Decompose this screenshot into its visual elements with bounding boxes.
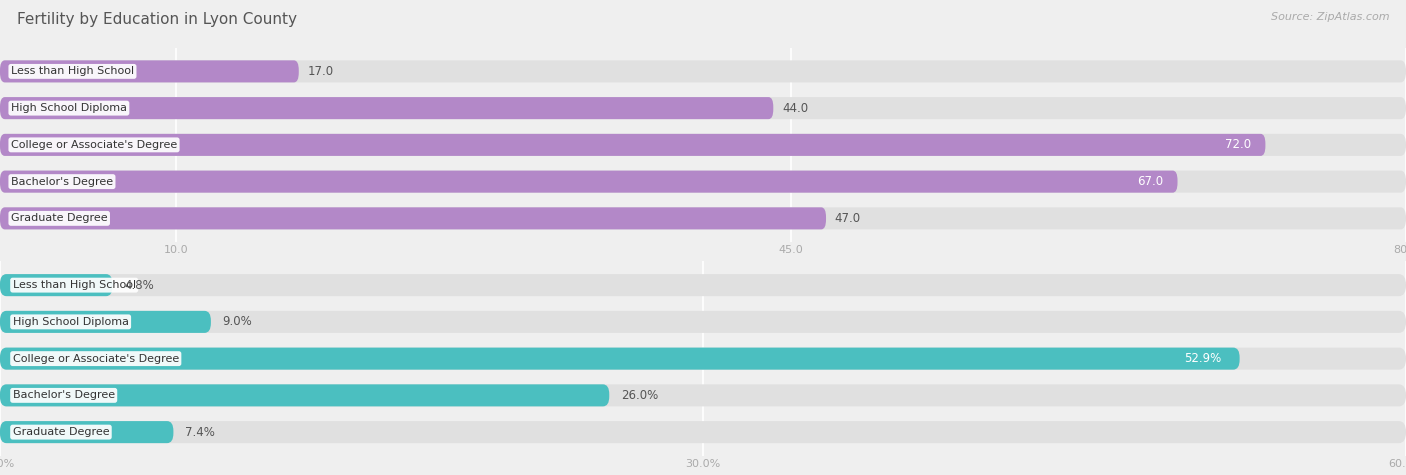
Text: 44.0: 44.0 (782, 102, 808, 114)
FancyBboxPatch shape (0, 134, 1406, 156)
FancyBboxPatch shape (0, 421, 1406, 443)
Text: High School Diploma: High School Diploma (13, 317, 129, 327)
FancyBboxPatch shape (0, 171, 1406, 193)
FancyBboxPatch shape (0, 348, 1240, 370)
Text: Bachelor's Degree: Bachelor's Degree (13, 390, 115, 400)
Text: 17.0: 17.0 (308, 65, 333, 78)
FancyBboxPatch shape (0, 134, 1265, 156)
FancyBboxPatch shape (0, 208, 827, 229)
FancyBboxPatch shape (0, 384, 1406, 407)
FancyBboxPatch shape (0, 348, 1406, 370)
Text: 9.0%: 9.0% (222, 315, 252, 328)
FancyBboxPatch shape (0, 208, 1406, 229)
Text: Fertility by Education in Lyon County: Fertility by Education in Lyon County (17, 12, 297, 27)
Text: Graduate Degree: Graduate Degree (13, 427, 110, 437)
FancyBboxPatch shape (0, 311, 211, 333)
FancyBboxPatch shape (0, 60, 1406, 82)
Text: College or Associate's Degree: College or Associate's Degree (13, 353, 179, 364)
FancyBboxPatch shape (0, 60, 298, 82)
FancyBboxPatch shape (0, 311, 1406, 333)
FancyBboxPatch shape (0, 274, 1406, 296)
Text: 72.0: 72.0 (1225, 138, 1251, 152)
Text: 26.0%: 26.0% (621, 389, 658, 402)
FancyBboxPatch shape (0, 274, 112, 296)
Text: 7.4%: 7.4% (186, 426, 215, 438)
Text: 67.0: 67.0 (1137, 175, 1164, 188)
Text: Graduate Degree: Graduate Degree (11, 213, 107, 223)
Text: Bachelor's Degree: Bachelor's Degree (11, 177, 112, 187)
Text: High School Diploma: High School Diploma (11, 103, 127, 113)
Text: 52.9%: 52.9% (1184, 352, 1220, 365)
FancyBboxPatch shape (0, 97, 773, 119)
Text: Source: ZipAtlas.com: Source: ZipAtlas.com (1271, 12, 1389, 22)
FancyBboxPatch shape (0, 97, 1406, 119)
FancyBboxPatch shape (0, 171, 1177, 193)
Text: College or Associate's Degree: College or Associate's Degree (11, 140, 177, 150)
FancyBboxPatch shape (0, 384, 609, 407)
Text: 4.8%: 4.8% (124, 279, 153, 292)
Text: Less than High School: Less than High School (11, 66, 134, 76)
Text: Less than High School: Less than High School (13, 280, 136, 290)
Text: 47.0: 47.0 (835, 212, 860, 225)
FancyBboxPatch shape (0, 421, 173, 443)
